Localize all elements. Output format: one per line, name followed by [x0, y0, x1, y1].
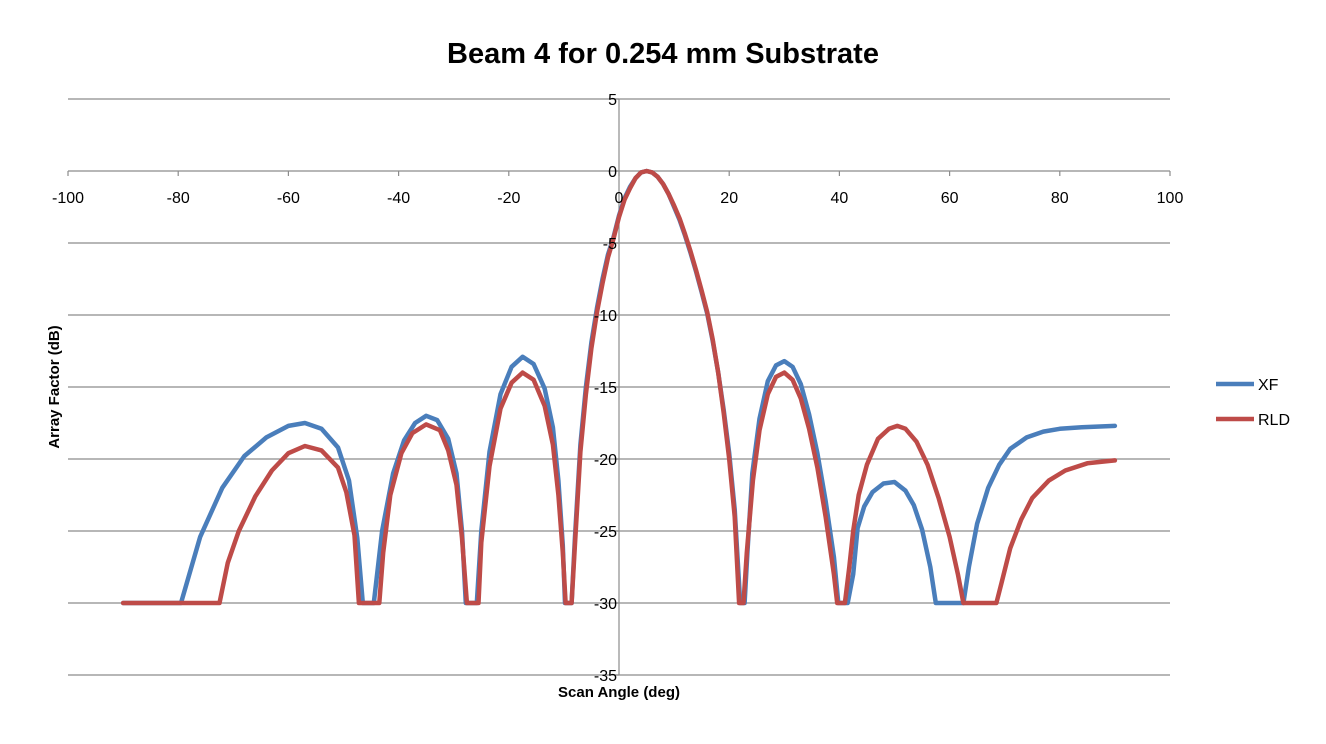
y-tick-labels: 5 0 -5 -10 -15 -20 -25 -30 -35 [594, 92, 617, 685]
axes [67, 98, 1171, 676]
y-tick-label: -35 [594, 668, 617, 685]
y-tick-label: -15 [594, 380, 617, 397]
plot-area [120, 168, 1118, 606]
legend-label-xf: XF [1258, 377, 1279, 394]
x-tick-label: 80 [1051, 190, 1069, 207]
x-tick-label: 40 [831, 190, 849, 207]
x-tick-label: -60 [277, 190, 300, 207]
series-line-rld [120, 168, 1118, 606]
x-tick-label: -40 [387, 190, 410, 207]
x-axis-label: Scan Angle (deg) [558, 684, 680, 701]
x-tick-label: 60 [941, 190, 959, 207]
x-tick-label: -80 [167, 190, 190, 207]
x-tick-label: -100 [52, 190, 84, 207]
x-tick-labels: -100 -80 -60 -40 -20 0 20 40 60 80 100 [52, 190, 1183, 207]
legend-label-rld: RLD [1258, 412, 1290, 429]
y-tick-label: -25 [594, 524, 617, 541]
y-tick-label: -30 [594, 596, 617, 613]
y-tick-label: -10 [594, 308, 617, 325]
y-tick-label: 0 [608, 164, 617, 181]
x-tick-label: -20 [497, 190, 520, 207]
chart-title: Beam 4 for 0.254 mm Substrate [447, 38, 879, 70]
y-tick-label: -5 [603, 236, 617, 253]
y-tick-label: 5 [608, 92, 617, 109]
x-tick-label: 100 [1157, 190, 1184, 207]
x-tick-label: 20 [720, 190, 738, 207]
y-axis-label: Array Factor (dB) [46, 325, 63, 448]
y-tick-label: -20 [594, 452, 617, 469]
x-tick-label: 0 [615, 190, 624, 207]
legend: XF RLD [1216, 377, 1290, 429]
